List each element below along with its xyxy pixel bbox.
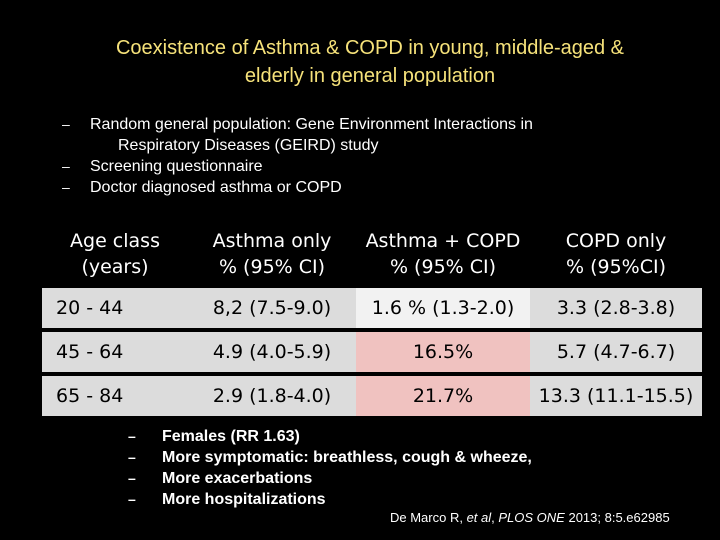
citation-sep: ,: [491, 510, 499, 525]
dash-marker: –: [128, 491, 136, 507]
asthma-only-cell: 4.9 (4.0-5.9): [188, 332, 356, 372]
asthma-only-cell: 2.9 (1.8-4.0): [188, 376, 356, 416]
table-row: 20 - 44 8,2 (7.5-9.0) 1.6 % (1.3-2.0) 3.…: [42, 286, 702, 330]
prevalence-table: Age class (years) Asthma only % (95% CI)…: [42, 222, 702, 418]
header-line: % (95%CI): [565, 256, 667, 278]
header-age-class: Age class (years): [42, 222, 188, 286]
header-asthma-only: Asthma only % (95% CI): [188, 222, 356, 286]
asthma-copd-cell: 21.7%: [356, 376, 530, 416]
bullet-item: – More symptomatic: breathless, cough & …: [128, 447, 532, 468]
bullet-item: – Doctor diagnosed asthma or COPD: [62, 177, 682, 198]
bullet-text: More symptomatic: breathless, cough & wh…: [162, 449, 532, 466]
age-cell: 45 - 64: [42, 332, 188, 372]
header-line: Age class: [70, 230, 160, 252]
dash-marker: –: [128, 449, 136, 465]
header-line: COPD only: [565, 230, 667, 252]
citation-journal: PLOS ONE: [498, 510, 565, 525]
dash-marker: –: [128, 470, 136, 486]
citation-authors: De Marco R,: [390, 510, 467, 525]
table-header-row: Age class (years) Asthma only % (95% CI)…: [42, 222, 702, 286]
bullet-text: Females (RR 1.63): [162, 428, 300, 445]
study-bullet-list: – Random general population: Gene Enviro…: [62, 114, 682, 198]
copd-only-cell: 5.7 (4.7-6.7): [530, 332, 702, 372]
asthma-copd-cell: 1.6 % (1.3-2.0): [356, 288, 530, 328]
header-line: (years): [81, 256, 149, 278]
asthma-copd-cell: 16.5%: [356, 332, 530, 372]
slide-title: Coexistence of Asthma & COPD in young, m…: [40, 34, 700, 90]
bullet-item: – More hospitalizations: [128, 489, 532, 510]
dash-marker: –: [62, 158, 70, 174]
dash-marker: –: [128, 428, 136, 444]
copd-only-cell: 13.3 (11.1-15.5): [530, 376, 702, 416]
citation-etal: et al: [466, 510, 492, 525]
table-row: 65 - 84 2.9 (1.8-4.0) 21.7% 13.3 (11.1-1…: [42, 374, 702, 418]
bullet-text: Random general population: Gene Environm…: [90, 116, 533, 133]
dash-marker: –: [62, 179, 70, 195]
bullet-text-continued: Respiratory Diseases (GEIRD) study: [118, 137, 379, 154]
title-line-2: elderly in general population: [244, 65, 496, 87]
dash-marker: –: [62, 116, 70, 132]
title-line-1: Coexistence of Asthma & COPD in young, m…: [115, 37, 625, 59]
citation: De Marco R, et al, PLOS ONE 2013; 8:5.e6…: [390, 510, 670, 525]
header-line: % (95% CI): [218, 256, 326, 278]
bullet-item: – Females (RR 1.63): [128, 426, 532, 447]
header-copd-only: COPD only % (95%CI): [530, 222, 702, 286]
bullet-text: Screening questionnaire: [90, 158, 263, 175]
table-row: 45 - 64 4.9 (4.0-5.9) 16.5% 5.7 (4.7-6.7…: [42, 330, 702, 374]
age-cell: 20 - 44: [42, 288, 188, 328]
header-line: Asthma only: [212, 230, 332, 252]
asthma-only-cell: 8,2 (7.5-9.0): [188, 288, 356, 328]
bullet-item: – More exacerbations: [128, 468, 532, 489]
bullet-text: Doctor diagnosed asthma or COPD: [90, 179, 342, 196]
header-asthma-copd: Asthma + COPD % (95% CI): [356, 222, 530, 286]
citation-rest: 2013; 8:5.e62985: [564, 510, 670, 525]
bullet-item: – Screening questionnaire: [62, 156, 682, 177]
findings-bullet-list: – Females (RR 1.63) – More symptomatic: …: [128, 426, 532, 510]
bullet-text: More hospitalizations: [162, 491, 326, 508]
header-line: Asthma + COPD: [365, 230, 521, 252]
age-cell: 65 - 84: [42, 376, 188, 416]
bullet-item: – Random general population: Gene Enviro…: [62, 114, 682, 156]
bullet-text: More exacerbations: [162, 470, 313, 487]
copd-only-cell: 3.3 (2.8-3.8): [530, 288, 702, 328]
header-line: % (95% CI): [389, 256, 497, 278]
